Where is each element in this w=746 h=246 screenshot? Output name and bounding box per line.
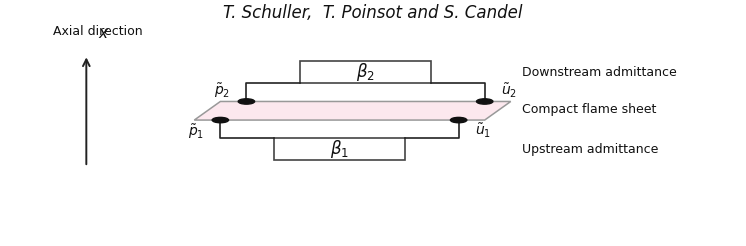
Text: Compact flame sheet: Compact flame sheet <box>522 103 656 116</box>
Circle shape <box>451 117 467 123</box>
Text: Axial direction: Axial direction <box>53 25 142 38</box>
Circle shape <box>212 117 228 123</box>
Text: $\tilde{p}_2$: $\tilde{p}_2$ <box>214 81 230 100</box>
Text: Downstream admittance: Downstream admittance <box>522 66 677 79</box>
Polygon shape <box>194 101 511 120</box>
Circle shape <box>477 99 493 104</box>
Text: $\tilde{u}_2$: $\tilde{u}_2$ <box>501 81 517 100</box>
Text: Upstream admittance: Upstream admittance <box>522 143 658 156</box>
Text: $\beta_2$: $\beta_2$ <box>356 61 375 83</box>
Bar <box>300 61 431 83</box>
Text: $\tilde{u}_1$: $\tilde{u}_1$ <box>475 122 491 140</box>
Text: x: x <box>98 26 107 41</box>
Text: $\tilde{p}_1$: $\tilde{p}_1$ <box>188 122 204 141</box>
Bar <box>274 138 405 160</box>
Circle shape <box>238 99 254 104</box>
Text: T. Schuller,  T. Poinsot and S. Candel: T. Schuller, T. Poinsot and S. Candel <box>223 4 523 22</box>
Text: $\beta_1$: $\beta_1$ <box>330 138 349 160</box>
